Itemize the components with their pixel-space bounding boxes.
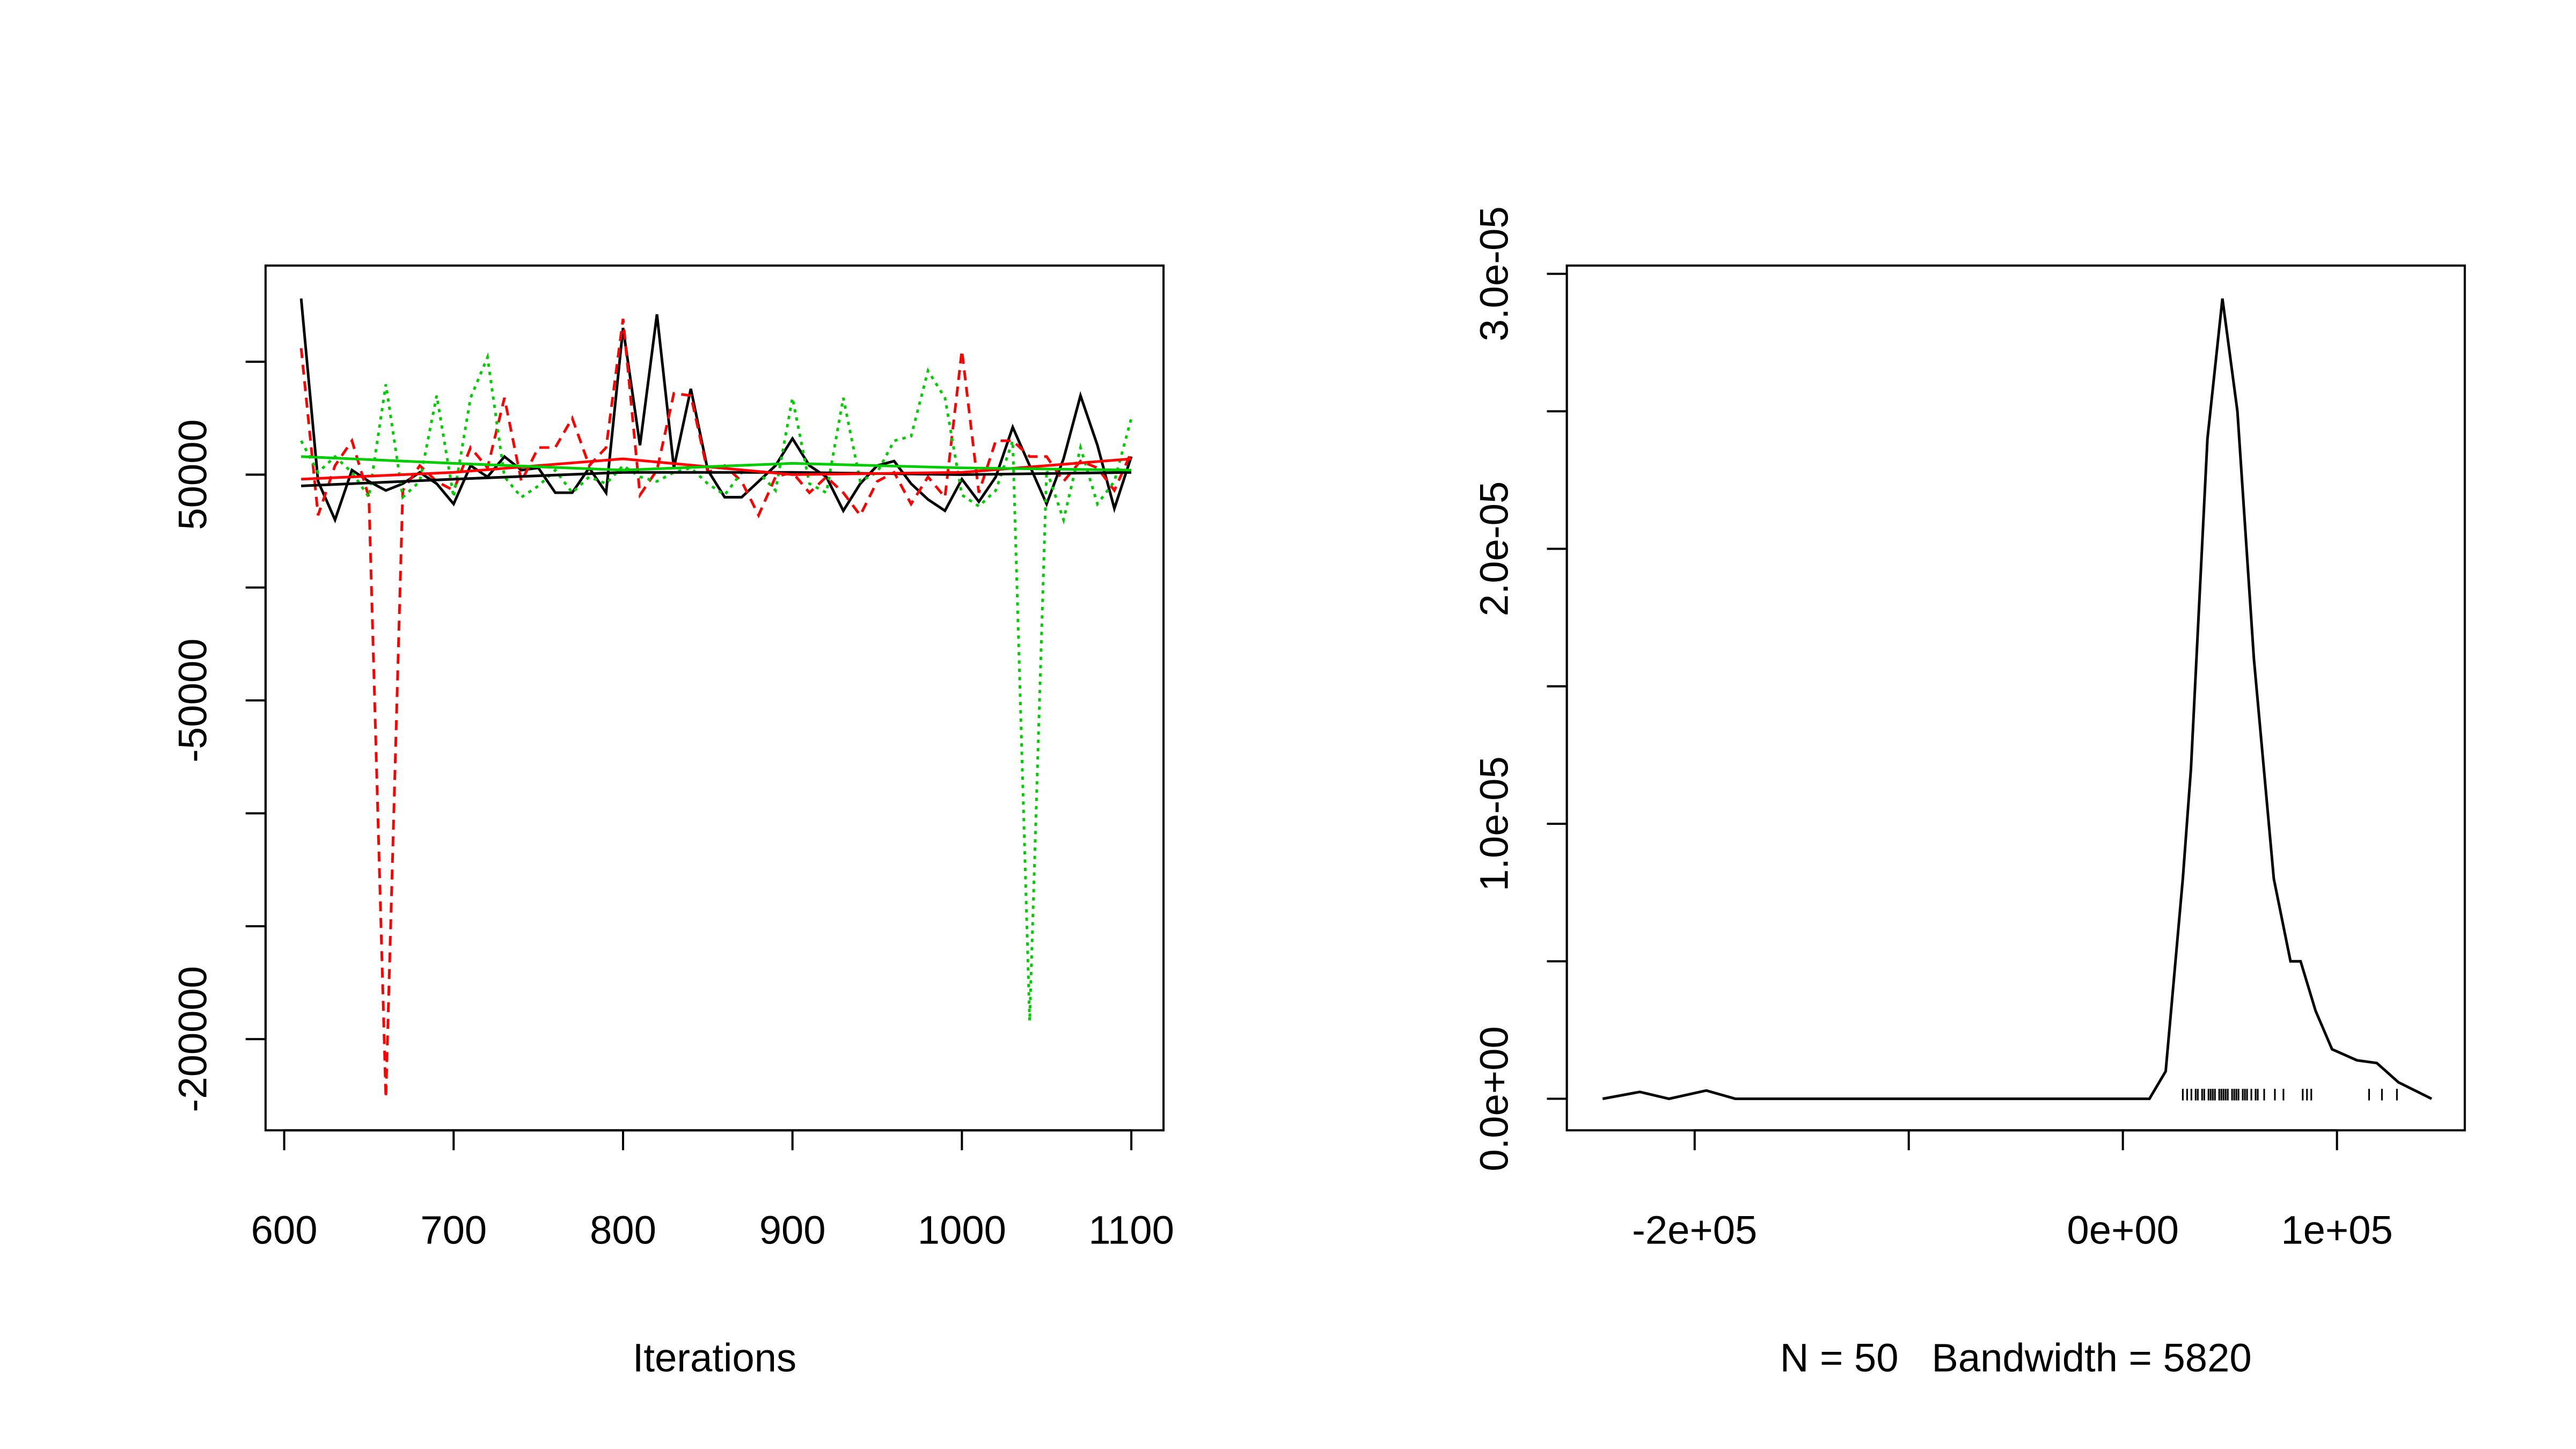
- y-tick-label: -50000: [171, 639, 215, 763]
- x-tick-label: 1000: [918, 1208, 1006, 1253]
- smooth-line: [301, 455, 1132, 472]
- x-tick-label: 0e+00: [2067, 1208, 2178, 1253]
- density-line: [1602, 298, 2433, 1100]
- x-tick-label: -2e+05: [1632, 1208, 1757, 1253]
- x-tick-label: 900: [759, 1208, 826, 1253]
- y-tick-label: 3.0e-05: [1472, 206, 1516, 341]
- x-tick-label: 700: [420, 1208, 487, 1253]
- trace-line: [299, 298, 1133, 524]
- trace-line: [299, 352, 1133, 1021]
- y-tick-label: 0.0e+00: [1472, 1026, 1516, 1171]
- x-tick-label: 1100: [1088, 1208, 1174, 1253]
- y-tick-label: 1.0e-05: [1472, 756, 1516, 891]
- x-axis-title: N = 50 Bandwidth = 5820: [1780, 1336, 2252, 1380]
- trace-line: [299, 318, 1133, 1098]
- x-tick-label: 600: [251, 1208, 318, 1253]
- y-tick-label: 2.0e-05: [1472, 481, 1516, 617]
- y-tick-label: 50000: [171, 419, 215, 530]
- x-tick-label: 800: [590, 1208, 656, 1253]
- plot-frame: [1565, 264, 2466, 1132]
- x-axis-title: Iterations: [633, 1336, 796, 1380]
- smooth-line: [301, 471, 1132, 487]
- y-tick-label: -200000: [171, 966, 215, 1112]
- x-tick-label: 1e+05: [2281, 1208, 2392, 1253]
